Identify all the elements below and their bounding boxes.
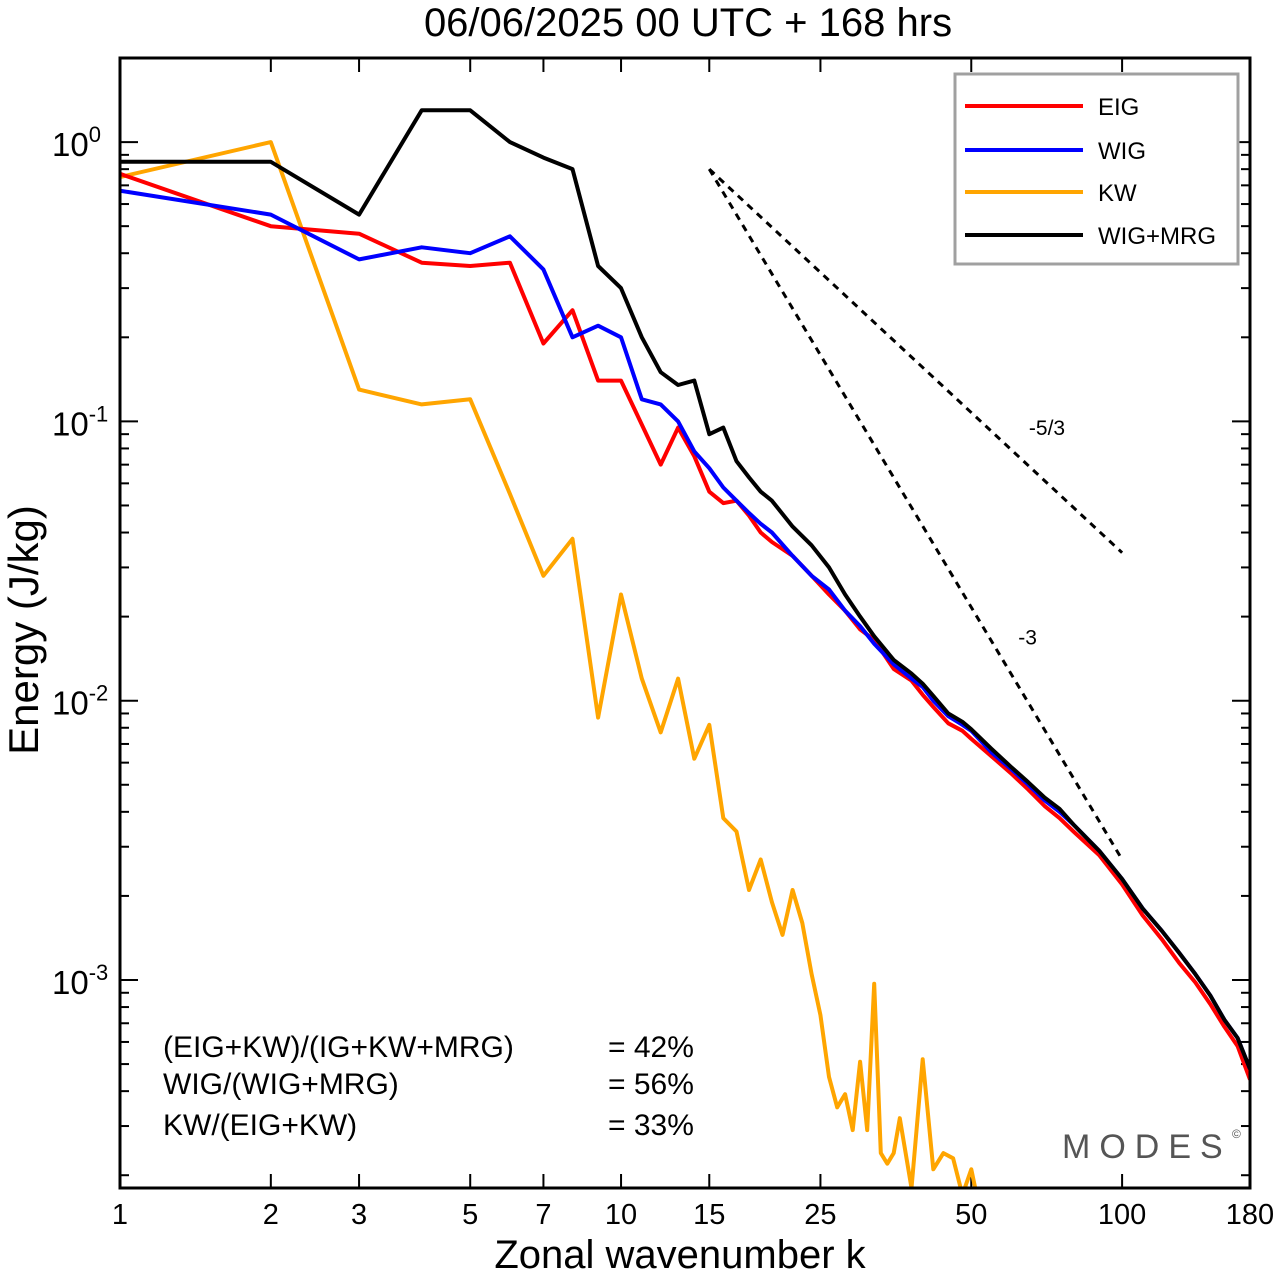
x-tick-label: 25	[804, 1199, 836, 1231]
x-tick-label: 3	[351, 1199, 367, 1231]
x-axis-label: Zonal wavenumber k	[494, 1233, 866, 1277]
legend-label: WIG	[1098, 138, 1146, 165]
chart-title: 06/06/2025 00 UTC + 168 hrs	[424, 1, 952, 45]
legend: EIG WIG KW WIG+MRG	[953, 72, 1240, 266]
x-tick-label: 180	[1226, 1199, 1274, 1231]
y-tick-label: 100	[52, 122, 101, 163]
y-axis-label: Energy (J/kg)	[0, 505, 47, 755]
legend-label: KW	[1098, 180, 1137, 207]
legend-label: WIG+MRG	[1098, 223, 1216, 250]
axes-ticks: 1 2 3 5 7 10 15 25 50 100 180 100 10-1 10-2 10-3	[52, 57, 1274, 1231]
copyright-symbol: ©	[1232, 1127, 1241, 1141]
y-tick-label: 10-1	[52, 401, 108, 442]
stat-label: (EIG+KW)/(IG+KW+MRG)	[163, 1031, 514, 1064]
series-line-eig	[120, 171, 1250, 1081]
x-tick-label: 7	[535, 1199, 551, 1231]
y-tick-label: 10-2	[52, 681, 108, 722]
reference-slope-line	[707, 168, 1124, 861]
stat-label: KW/(EIG+KW)	[163, 1109, 357, 1142]
stat-label: WIG/(WIG+MRG)	[163, 1068, 399, 1101]
y-tick-label: 10-3	[52, 960, 108, 1001]
x-tick-label: 2	[263, 1199, 279, 1231]
series-line-wig	[120, 188, 1250, 1070]
x-tick-label: 10	[605, 1199, 637, 1231]
x-tick-label: 50	[955, 1199, 987, 1231]
stat-value: = 56%	[608, 1068, 694, 1101]
reference-slope-line	[708, 168, 1124, 554]
slope-label: -3	[1018, 626, 1037, 649]
x-tick-label: 100	[1098, 1199, 1146, 1231]
x-tick-label: 15	[693, 1199, 725, 1231]
series-line-wig-mrg	[120, 108, 1250, 1070]
legend-label: EIG	[1098, 94, 1139, 121]
series-line-kw	[120, 140, 978, 1188]
stat-value: = 42%	[608, 1031, 694, 1064]
series-lines	[120, 108, 1250, 1188]
x-tick-label: 1	[112, 1199, 128, 1231]
plot-frame	[118, 56, 1252, 1190]
reference-slopes: -5/3 -3	[707, 168, 1124, 861]
modes-watermark: MODES	[1062, 1128, 1232, 1166]
stats-block: (EIG+KW)/(IG+KW+MRG) = 42% WIG/(WIG+MRG)…	[163, 1031, 694, 1142]
x-tick-label: 5	[462, 1199, 478, 1231]
stat-value: = 33%	[608, 1109, 694, 1142]
slope-label: -5/3	[1029, 417, 1065, 440]
